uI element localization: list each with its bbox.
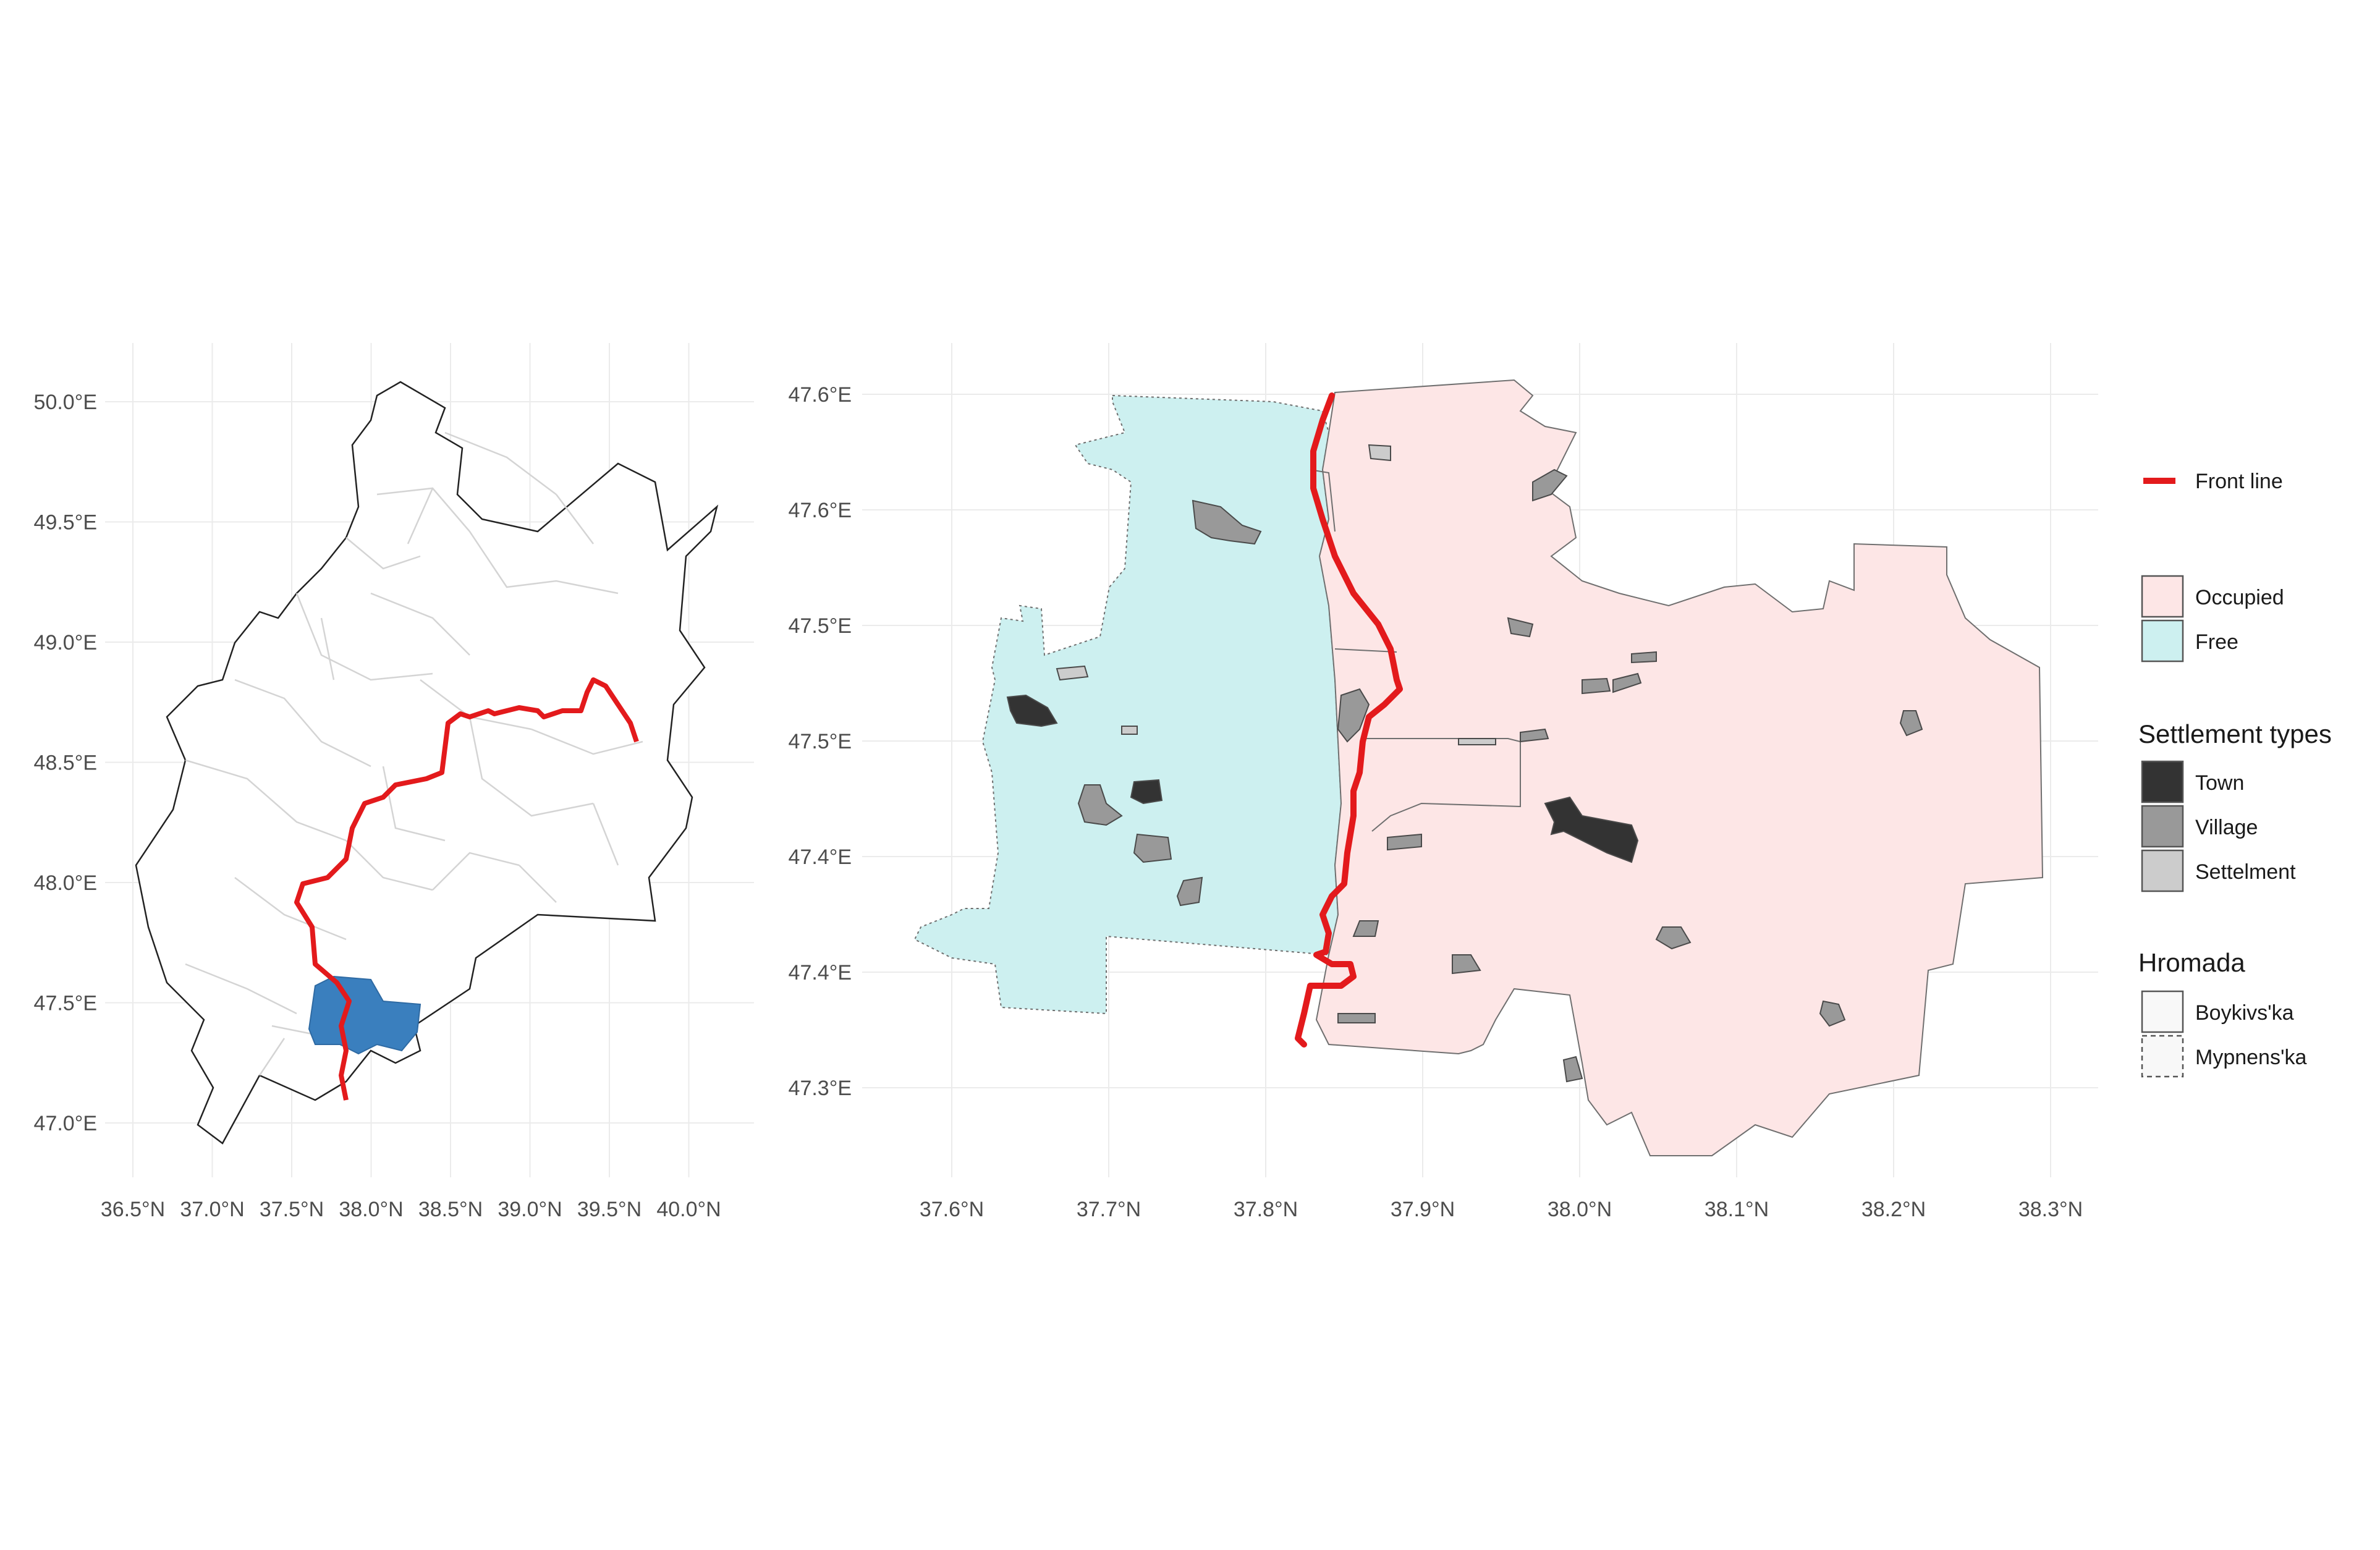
x-tick-label: 37.8°N: [1234, 1198, 1298, 1221]
study-area-highlight: [308, 975, 421, 1055]
x-tick-label: 37.6°N: [920, 1198, 984, 1221]
legend-boykivska-label: Boykivs'ka: [2195, 1001, 2294, 1025]
town-settlement: [1544, 796, 1639, 863]
overview-map: 36.5°N 37.0°N 37.5°N 38.0°N 38.5°N 39.0°N 39.5…: [34, 343, 754, 1221]
village-settlement: [1819, 1000, 1846, 1027]
detail-x-ticks: 37.6°N 37.7°N 37.8°N 37.9°N 38.0°N 38.1°N 38.2…: [920, 1198, 2083, 1221]
x-tick-label: 39.5°N: [577, 1198, 642, 1221]
legend-hromada-title: Hromada: [2138, 948, 2245, 977]
village-settlement: [1507, 617, 1534, 638]
legend-mypnenska-label: Mypnens'ka: [2195, 1046, 2306, 1069]
village-settlement: [1532, 468, 1568, 502]
y-tick-label: 47.5°E: [789, 614, 852, 638]
settelment-settlement: [1368, 444, 1391, 462]
x-tick-label: 37.9°N: [1391, 1198, 1455, 1221]
overview-front-line: [294, 677, 639, 1101]
x-tick-label: 37.5°N: [260, 1198, 324, 1221]
legend-front-line-label: Front line: [2195, 470, 2283, 493]
occupied-territory: [1315, 379, 2044, 1156]
settelment-settlement: [1458, 738, 1496, 745]
settelment-settlement: [1121, 726, 1138, 735]
x-tick-label: 38.0°N: [339, 1198, 403, 1221]
towns: [1006, 694, 1639, 863]
legend-free-label: Free: [2195, 630, 2238, 654]
legend-boykivska-swatch: [2141, 990, 2184, 1033]
village-settlement: [1612, 672, 1642, 693]
village-settlement: [1077, 784, 1123, 826]
x-tick-label: 40.0°N: [656, 1198, 721, 1221]
village-settlement: [1655, 926, 1692, 950]
legend-village-swatch: [2141, 805, 2184, 848]
village-settlement: [1387, 833, 1422, 851]
x-tick-label: 38.0°N: [1548, 1198, 1612, 1221]
y-tick-label: 47.3°E: [789, 1077, 852, 1100]
legend-occupied-label: Occupied: [2195, 586, 2284, 609]
village-settlement: [1582, 677, 1611, 695]
detail-y-ticks: 47.6°E 47.6°E 47.5°E 47.5°E 47.4°E 47.4°E 47.3…: [789, 383, 852, 1100]
y-tick-label: 47.4°E: [789, 961, 852, 985]
village-settlement: [1520, 728, 1549, 743]
legend-mypnenska-swatch: [2141, 1035, 2184, 1078]
x-tick-label: 38.5°N: [418, 1198, 483, 1221]
front-line: [1295, 392, 1403, 1048]
legend-settelment-label: Settelment: [2195, 860, 2296, 884]
oblast-outline: [135, 381, 719, 1145]
y-tick-label: 47.5°E: [34, 992, 97, 1015]
x-tick-label: 38.2°N: [1861, 1198, 1926, 1221]
village-settlement: [1337, 1013, 1376, 1023]
village-settlement: [1562, 1056, 1583, 1083]
x-tick-label: 37.7°N: [1077, 1198, 1141, 1221]
overview-x-ticks: 36.5°N 37.0°N 37.5°N 38.0°N 38.5°N 39.0°N 39.5…: [101, 1198, 721, 1221]
y-tick-label: 48.5°E: [34, 752, 97, 775]
village-settlement: [1337, 688, 1370, 743]
free-territory: [913, 394, 1342, 1015]
y-tick-label: 49.0°E: [34, 631, 97, 654]
town-settlement: [1130, 779, 1163, 805]
legend-settelment-swatch: [2141, 849, 2184, 892]
y-tick-label: 47.6°E: [789, 383, 852, 407]
legend-village-label: Village: [2195, 816, 2258, 839]
y-tick-label: 50.0°E: [34, 391, 97, 414]
village-settlement: [1133, 833, 1172, 863]
legend-occupied-swatch: [2141, 575, 2184, 618]
detail-map: 37.6°N 37.7°N 37.8°N 37.9°N 38.0°N 38.1°N 38.2…: [789, 343, 2098, 1221]
legend-town-swatch: [2141, 760, 2184, 803]
x-tick-label: 38.1°N: [1705, 1198, 1769, 1221]
y-tick-label: 47.4°E: [789, 845, 852, 869]
settlements: [1056, 444, 1496, 745]
village-settlement: [1899, 710, 1923, 737]
y-tick-label: 47.5°E: [789, 730, 852, 753]
settelment-settlement: [1056, 665, 1089, 681]
y-tick-label: 49.5°E: [34, 511, 97, 535]
village-settlement: [1192, 499, 1262, 545]
x-tick-label: 36.5°N: [101, 1198, 165, 1221]
y-tick-label: 47.0°E: [34, 1112, 97, 1135]
x-tick-label: 39.0°N: [498, 1198, 562, 1221]
x-tick-label: 37.0°N: [180, 1198, 244, 1221]
x-tick-label: 38.3°N: [2018, 1198, 2083, 1221]
legend-free-swatch: [2141, 619, 2184, 663]
legend-settlement-title: Settlement types: [2138, 719, 2332, 748]
overview-y-ticks: 50.0°E 49.5°E 49.0°E 48.5°E 48.0°E 47.5°E 47.0…: [34, 391, 97, 1135]
village-settlement: [1352, 920, 1379, 937]
y-tick-label: 47.6°E: [789, 499, 852, 522]
town-settlement: [1006, 694, 1058, 727]
village-settlement: [1176, 876, 1203, 907]
village-settlement: [1452, 954, 1481, 975]
villages: [1077, 468, 1923, 1083]
legend-town-label: Town: [2195, 771, 2244, 795]
village-settlement: [1631, 651, 1657, 664]
y-tick-label: 48.0°E: [34, 871, 97, 895]
legend: Front line Occupied Free Settlement type…: [2138, 470, 2332, 1078]
